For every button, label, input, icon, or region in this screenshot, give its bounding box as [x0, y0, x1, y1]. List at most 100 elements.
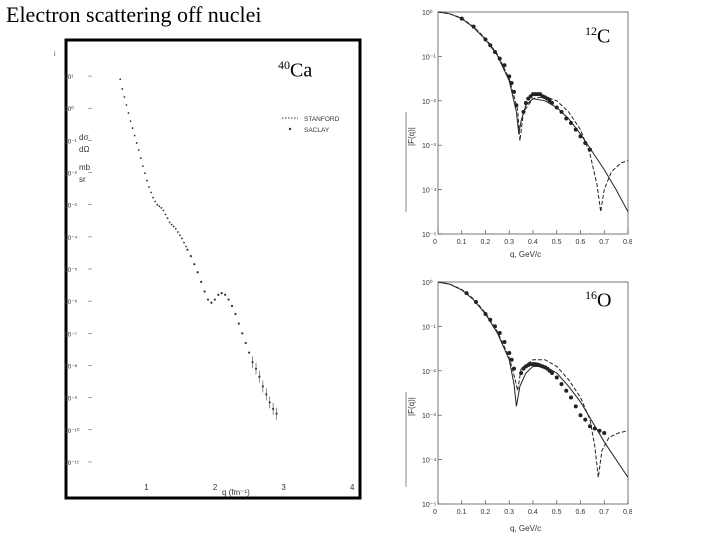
ca-error-bars	[252, 356, 277, 420]
ca-stanford-point	[162, 209, 165, 212]
ca-stanford-point	[185, 245, 187, 248]
o16-y-tick-label: 10⁰	[422, 279, 433, 287]
o16-data-point	[550, 371, 554, 376]
c12-data-point	[507, 74, 512, 79]
ca-y-tick-label: 10⁻²	[64, 171, 78, 178]
ca-stanford-point	[172, 225, 175, 228]
o16-data-point	[583, 417, 588, 422]
o16-y-axis-label: |F(q)|	[407, 397, 416, 416]
c12-data-point	[471, 24, 476, 29]
ca-ylabel-line: sr	[79, 175, 86, 184]
ca-stanford-point	[137, 149, 140, 151]
o16-data-point	[488, 317, 493, 322]
slide-title: Electron scattering off nuclei	[6, 2, 262, 27]
ca-stanford-point	[119, 78, 122, 81]
o16-y-tick-label: 10⁻⁵	[422, 502, 436, 509]
ca-frame	[64, 38, 362, 500]
ca-stanford-point	[152, 196, 155, 199]
c12-y-tick-label: 10⁰	[422, 9, 433, 17]
o16-data-point	[597, 428, 602, 433]
c12-x-tick-label: 0.8	[623, 239, 632, 246]
ca-stanford-point	[166, 217, 169, 220]
ca-stanford-point	[170, 223, 173, 226]
c12-data-point	[588, 147, 592, 152]
o16-x-tick-label: 0.8	[623, 509, 632, 516]
o16-x-tick-label: 0.7	[599, 509, 609, 516]
o16-data-point	[474, 299, 478, 304]
o16-x-tick-label: 0.5	[552, 509, 562, 516]
c12-element-symbol: C	[597, 25, 611, 48]
c12-data-point	[578, 134, 583, 139]
ca-saclay-point	[189, 255, 192, 258]
ca-stanford-point	[144, 172, 146, 175]
ca-cross-section-chart: i 10⁻¹¹ 10⁻¹⁰ 10⁻⁹ 10⁻⁸ 10⁻⁷ 10⁻⁶ 10⁻⁵ 10⁻⁴ 10⁻³…	[53, 38, 362, 500]
c12-data-point	[550, 101, 554, 106]
c12-x-tick-label: 0.6	[576, 239, 586, 246]
c12-x-tick-label: 0.1	[457, 239, 467, 246]
c12-x-tick-label: 0.3	[504, 239, 514, 246]
c12-x-tick-label: 0.2	[481, 239, 491, 246]
o16-data-point	[512, 366, 516, 371]
ca-y-tick-label: 10⁻¹⁰	[64, 427, 80, 435]
c12-data-point	[564, 116, 569, 121]
ca-saclay-point	[237, 322, 240, 325]
c12-dashed-curve	[437, 11, 629, 212]
c12-x-axis-label: q, GeV/c	[510, 250, 541, 258]
ca-stanford-point	[181, 237, 183, 240]
o16-data-point	[519, 371, 524, 376]
ca-legend: STANFORD SACLAY	[282, 116, 340, 134]
c12-mass-number: 12	[585, 24, 597, 38]
ca-saclay-point	[210, 301, 213, 304]
c12-y-tick-label: 10⁻⁵	[422, 232, 436, 239]
c12-data-point	[497, 56, 502, 61]
ca-saclay-point	[227, 298, 230, 301]
o16-data-point	[509, 357, 514, 362]
ca-saclay-point	[200, 280, 203, 283]
o16-x-tick-label: 0.1	[457, 509, 467, 516]
c12-data-point	[493, 49, 497, 54]
o16-form-factor-chart: 10⁰ 10⁻¹ 10⁻² 10⁻³ 10⁻⁴ 10⁻⁵0 0.1 0.2 0.3 0.4 0.5 0…	[400, 272, 632, 534]
c12-data-point	[502, 63, 507, 68]
ca-y-tick-label: 10⁻¹¹	[64, 460, 80, 467]
c12-y-tick-label: 10⁻²	[422, 99, 436, 106]
ca-stanford-point	[178, 234, 181, 237]
o16-x-tick-label: 0.2	[481, 509, 491, 516]
ca-y-tick-label: 10⁻³	[64, 203, 78, 210]
ca-saclay-point	[224, 293, 227, 296]
ca-stanford-point	[174, 227, 177, 230]
ca-saclay-point	[220, 292, 223, 295]
ca-x-tick-label: 2	[213, 483, 218, 492]
o16-mass-number: 16	[585, 288, 597, 302]
o16-data-point	[559, 382, 564, 387]
o16-element-symbol: O	[597, 289, 612, 312]
ca-stanford-point	[139, 157, 142, 159]
ca-saclay-point	[244, 341, 247, 345]
ca-stanford-point	[156, 203, 159, 206]
ca-y-tick-label: 10⁻⁵	[64, 267, 78, 274]
c12-data-point	[573, 127, 578, 132]
ca-stanford-point	[146, 179, 148, 182]
ca-stanford-point	[160, 207, 163, 209]
ca-stanford-point	[150, 191, 152, 194]
o16-dashed-curve	[437, 281, 629, 478]
ca-stanford-point	[125, 104, 128, 106]
ca-x-tick-label: 1	[144, 483, 149, 492]
legend-marker-saclay	[288, 127, 292, 131]
o16-x-tick-label: 0.4	[528, 509, 538, 516]
ca-stanford-point	[164, 213, 167, 216]
ca-x-axis-label: q (fm⁻¹)	[222, 488, 250, 497]
ca-saclay-point	[203, 290, 206, 293]
ca-stanford-point	[176, 231, 179, 233]
o16-data-point	[483, 311, 488, 316]
ca-y-tick-label: 10⁻⁴	[64, 235, 78, 242]
ca-saclay-point	[217, 293, 220, 296]
ca-y-tick-label: 10⁻¹	[64, 138, 78, 145]
ca-saclay-point	[206, 298, 210, 301]
ca-stanford-point	[121, 88, 124, 90]
o16-data-point	[502, 339, 507, 344]
o16-data-point	[569, 395, 573, 400]
ca-ylabel-line: mb	[79, 163, 91, 172]
ca-ylabel-line: dΩ	[79, 145, 89, 154]
ca-saclay-point	[196, 271, 199, 274]
c12-data-point	[559, 109, 564, 114]
